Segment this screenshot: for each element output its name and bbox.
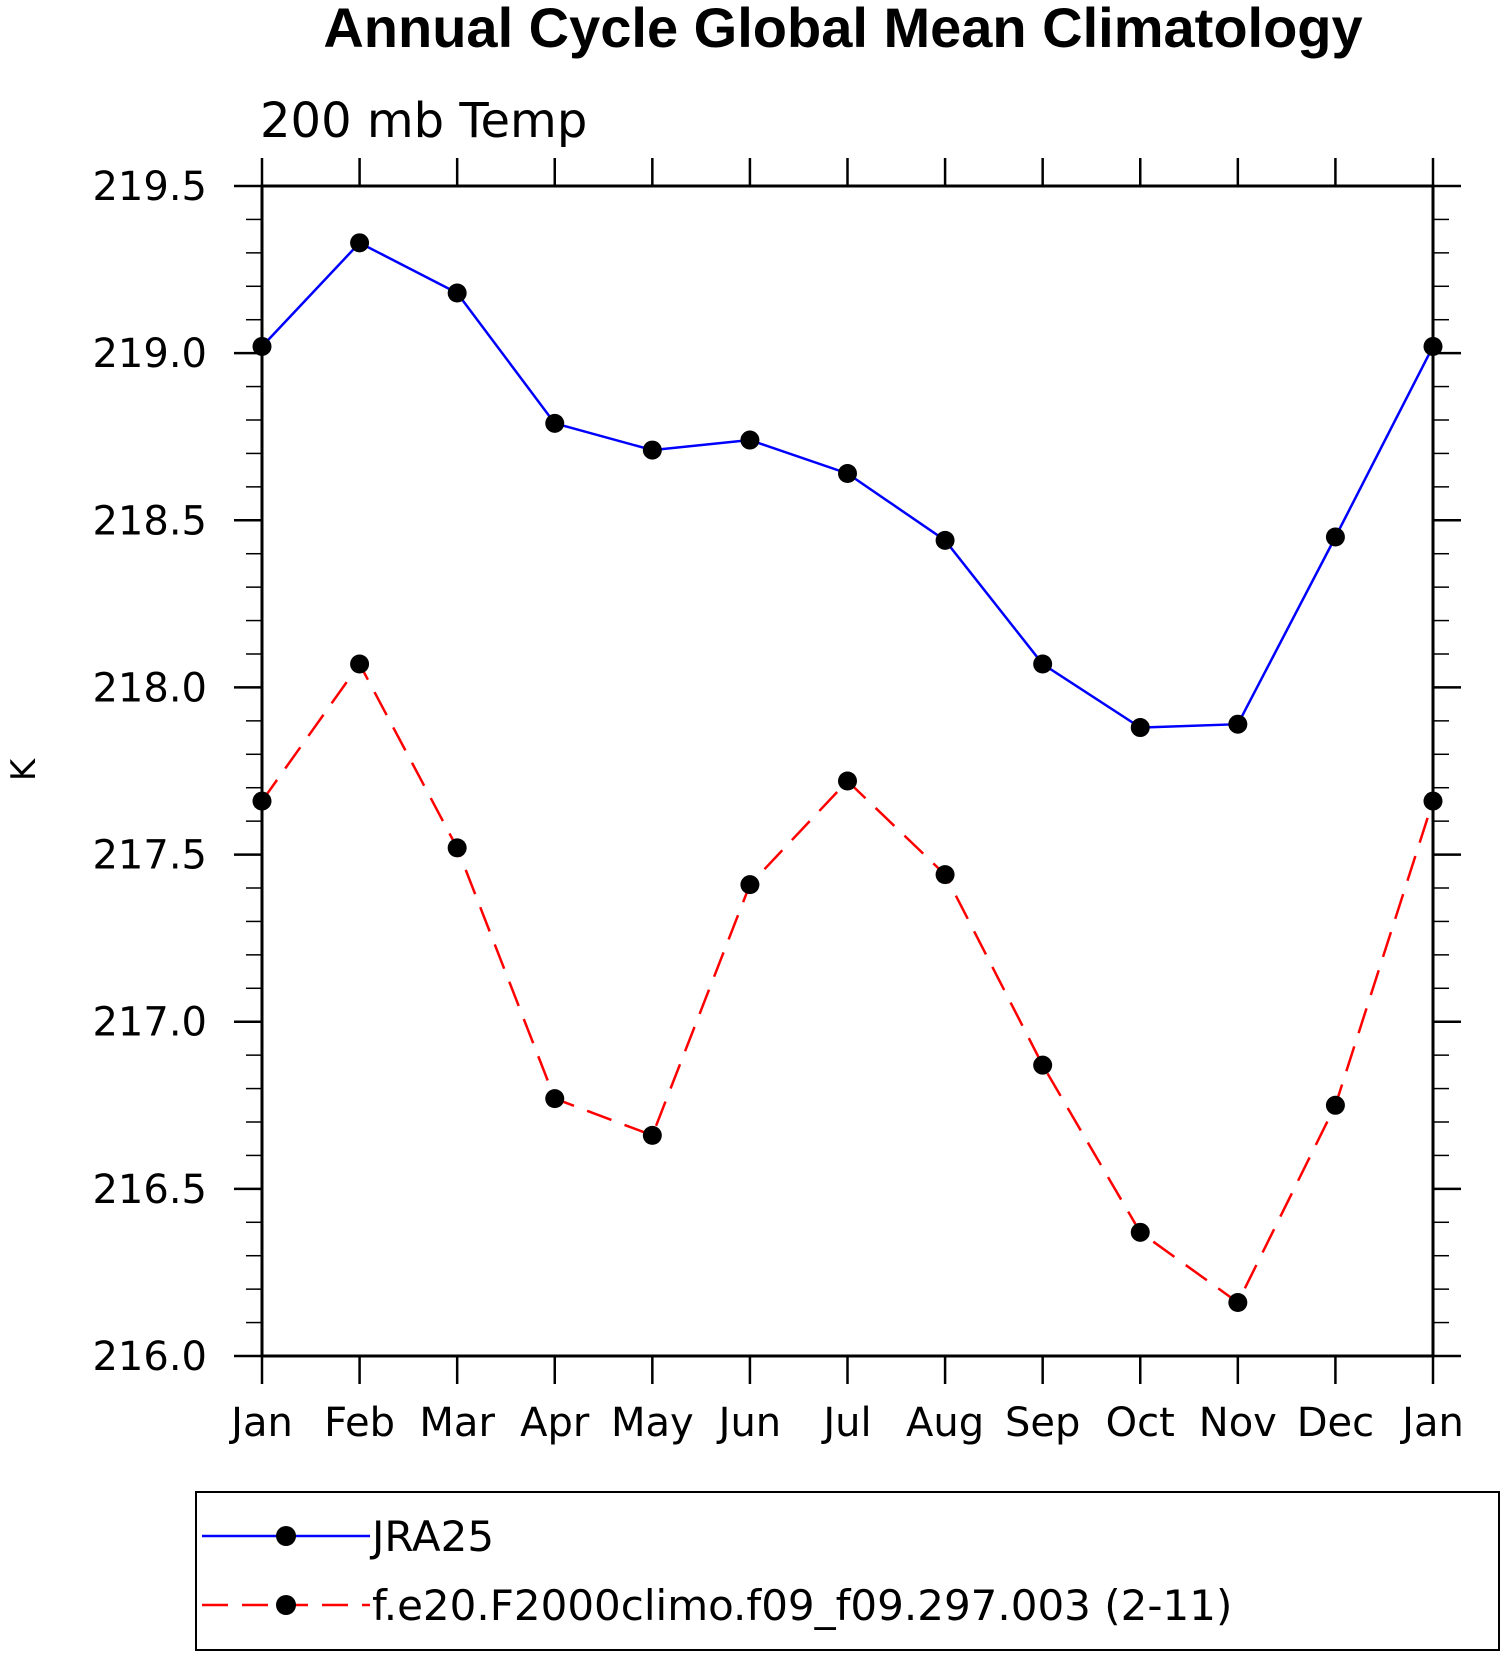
legend-marker-1 (276, 1526, 296, 1546)
series-2-point (935, 865, 955, 885)
series-1-point (642, 440, 662, 460)
series-1-point (350, 233, 370, 253)
series-2-point (740, 875, 760, 895)
series-2-point (447, 838, 467, 858)
series-1-point (447, 283, 467, 303)
plot-frame (260, 184, 1435, 1358)
y-tick-label: 219.0 (92, 331, 207, 377)
legend-label-1: JRA25 (369, 1512, 494, 1561)
series-1-point (740, 430, 760, 450)
x-tick-label: Sep (1005, 1400, 1080, 1446)
series-1-point (1228, 714, 1248, 734)
series-1-point (252, 336, 272, 356)
series-2-point (838, 771, 857, 791)
series-2-point (252, 791, 272, 811)
legend: JRA25 f.e20.F2000climo.f09_f09.297.003 (2… (195, 1491, 1500, 1651)
legend-marker-2 (276, 1595, 296, 1615)
series-1-point (1130, 718, 1150, 738)
x-tick-label: Oct (1106, 1400, 1175, 1446)
x-tick-label: Jan (228, 1400, 293, 1446)
y-tick-label: 217.5 (92, 833, 207, 879)
axes: 216.0 216.5 217.0 217.5 218.0 218.5 219.0 219.5… (92, 158, 1464, 1446)
series-2-point (1033, 1055, 1053, 1075)
series-2-point (350, 654, 370, 674)
series-2-point (1325, 1095, 1345, 1115)
y-tick-label: 218.0 (92, 665, 207, 711)
series-1-point (1033, 654, 1053, 674)
x-tick-label: Jan (1399, 1400, 1464, 1446)
y-tick-label: 219.5 (92, 164, 207, 210)
series-2-point (1130, 1222, 1150, 1242)
legend-label-2: f.e20.F2000climo.f09_f09.297.003 (2-11) (372, 1581, 1232, 1630)
y-tick-label: 217.0 (92, 1000, 207, 1046)
x-tick-label: Mar (419, 1400, 495, 1446)
series-2-point (1423, 791, 1443, 811)
series-1-point (545, 413, 565, 433)
y-tick-label: 218.5 (92, 498, 207, 544)
chart-subtitle: 200 mb Temp (260, 93, 587, 149)
x-tick-label: Feb (324, 1400, 395, 1446)
series-line-1 (261, 241, 1435, 729)
chart-title: Annual Cycle Global Mean Climatology (323, 0, 1362, 59)
series-line-2 (260, 661, 1435, 1305)
x-tick-label: Apr (520, 1400, 590, 1446)
series-1-point (935, 530, 955, 550)
series-2-point (1228, 1293, 1248, 1313)
series-1-point (1423, 336, 1443, 356)
x-tick-label: Jun (716, 1400, 782, 1446)
y-axis-label: K (4, 757, 44, 781)
series-1-point (838, 463, 857, 483)
x-tick-label: Jul (820, 1400, 871, 1446)
legend-box (195, 1491, 1500, 1651)
y-tick-label: 216.0 (92, 1334, 207, 1380)
x-tick-label: Aug (906, 1400, 984, 1446)
x-tick-label: May (611, 1400, 694, 1446)
plot-area (252, 233, 1443, 1313)
series-2-point (642, 1125, 662, 1145)
series-2-point (545, 1089, 565, 1109)
x-tick-label: Dec (1297, 1400, 1374, 1446)
x-tick-label: Nov (1199, 1400, 1277, 1446)
y-tick-label: 216.5 (92, 1167, 207, 1213)
series-1-point (1325, 527, 1345, 547)
